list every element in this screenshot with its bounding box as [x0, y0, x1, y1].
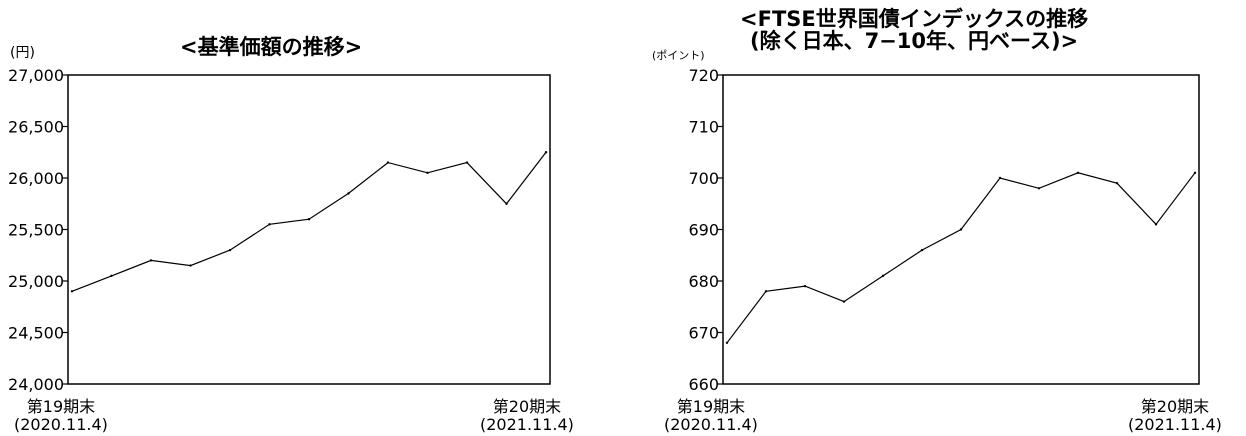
y-tick-label: 24,000: [8, 375, 64, 394]
y-tick-label: 690: [688, 221, 719, 240]
y-tick-label: 24,500: [8, 324, 64, 343]
x-end-label-line2: (2021.11.4): [1128, 415, 1222, 434]
data-point: [386, 161, 390, 164]
y-tick-label: 710: [688, 118, 719, 137]
data-point: [268, 223, 271, 226]
chart-title: <基準価額の推移>: [180, 35, 363, 59]
data-point: [842, 300, 846, 303]
y-tick-label: 25,000: [8, 272, 64, 291]
x-end-label-line1: 第20期末: [1140, 397, 1210, 416]
data-point: [920, 248, 924, 252]
nav-chart-panel: <基準価額の推移> (円) 24,000 24,500 25,000 25,500 26…: [0, 0, 600, 436]
x-end-label: 第20期末 (2021.11.4): [480, 398, 574, 434]
data-point: [1154, 223, 1158, 226]
data-point: [959, 228, 963, 231]
x-start-label: 第19期末 (2020.11.4): [664, 398, 758, 434]
index-chart-panel: <FTSE世界国債インデックスの推移 (除く日本、7−10年、円ベース)> (ポ…: [640, 0, 1246, 436]
data-point: [426, 171, 429, 175]
y-axis-unit: (ポイント): [652, 49, 705, 62]
data-point: [110, 274, 113, 278]
y-tick-label: 26,500: [8, 118, 64, 137]
y-tick-label: 680: [688, 272, 719, 291]
data-point: [307, 218, 311, 221]
series-line: [726, 172, 1196, 344]
x-end-label: 第20期末 (2021.11.4): [1128, 398, 1222, 434]
x-end-label-line2: (2021.11.4): [480, 415, 574, 434]
plot-frame: [67, 74, 551, 385]
data-point: [998, 176, 1002, 180]
index-line-chart: 660 670 680 690 700 710 720: [688, 66, 1200, 394]
y-axis-unit: (円): [10, 45, 35, 61]
x-start-label-line2: (2020.11.4): [664, 415, 758, 434]
data-point: [1193, 171, 1197, 175]
y-tick-label: 27,000: [8, 66, 64, 85]
y-tick-label: 700: [688, 169, 719, 188]
data-point: [1115, 181, 1119, 185]
x-start-label-line1: 第19期末: [676, 397, 746, 416]
data-point: [544, 151, 548, 154]
series-line: [71, 151, 547, 292]
nav-line-chart: 24,000 24,500 25,000 25,500 26,000 26,500 27,0…: [8, 66, 551, 394]
chart-title-line1: <FTSE世界国債インデックスの推移: [740, 7, 1089, 31]
chart-title-line2: (除く日本、7−10年、円ベース)>: [749, 29, 1079, 53]
data-point: [149, 259, 153, 262]
data-point: [465, 161, 469, 164]
data-point: [803, 284, 807, 288]
x-start-label-line2: (2020.11.4): [14, 415, 108, 434]
data-point: [70, 290, 74, 293]
x-start-label: 第19期末 (2020.11.4): [14, 398, 108, 434]
data-point: [1037, 187, 1041, 190]
data-point: [189, 264, 192, 267]
data-point: [228, 248, 232, 252]
data-point: [347, 192, 350, 195]
x-start-label-line1: 第19期末: [26, 397, 96, 416]
y-tick-label: 25,500: [8, 221, 64, 240]
y-tick-label: 660: [688, 375, 719, 394]
data-point: [881, 274, 885, 278]
y-tick-label: 670: [688, 324, 719, 343]
data-point: [1076, 171, 1080, 175]
data-point: [725, 341, 729, 344]
y-tick-label: 26,000: [8, 169, 64, 188]
data-point: [505, 202, 508, 205]
data-point: [764, 290, 768, 293]
y-tick-label: 720: [688, 66, 719, 85]
x-end-label-line1: 第20期末: [492, 397, 562, 416]
chart-title: <FTSE世界国債インデックスの推移 (除く日本、7−10年、円ベース)>: [740, 8, 1088, 52]
